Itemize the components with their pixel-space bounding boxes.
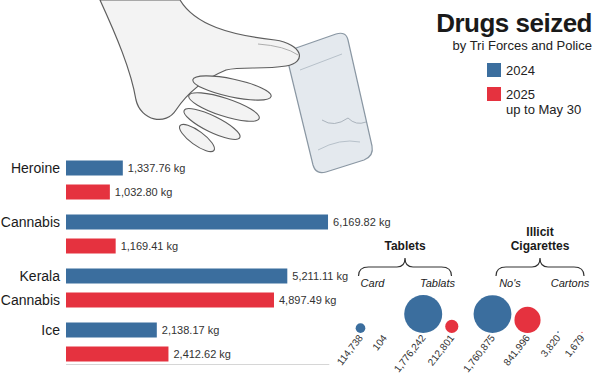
bag-crease — [322, 118, 366, 124]
bar — [66, 347, 168, 362]
category-label-line: Cannabis — [1, 292, 60, 308]
group-title-line: Cigarettes — [511, 239, 570, 253]
legend-swatch — [487, 63, 501, 77]
legend-label: 2025up to May 30 — [506, 87, 581, 117]
bar — [66, 239, 116, 254]
data-label: 2,412.62 kg — [173, 348, 231, 360]
legend-label: 2024 — [506, 63, 535, 78]
data-label: 212,801 — [425, 332, 456, 368]
bubble — [384, 332, 385, 333]
data-label: 1,760,875 — [461, 332, 497, 374]
category-label: Ice — [41, 322, 60, 338]
legend-label-line: 2024 — [506, 63, 535, 78]
group-title: Tablets — [384, 239, 425, 253]
category-label: No's — [499, 277, 521, 289]
data-label: 1,679 — [562, 332, 586, 359]
legend-label-line: 2025 — [506, 87, 535, 102]
category-label-line: Heroine — [11, 160, 60, 176]
category-label: Tablats — [420, 277, 456, 289]
data-label: 114,738 — [335, 332, 366, 367]
group-title-line: Tablets — [384, 239, 425, 253]
bubble — [581, 332, 582, 333]
bubble — [445, 320, 458, 333]
bubble-group — [474, 295, 583, 333]
category-label-line: Cannabis — [1, 214, 60, 230]
thumb-line — [258, 44, 298, 55]
brace — [359, 258, 452, 276]
category-label: Cartons — [551, 277, 590, 289]
category-label: Kerala Cannabis — [1, 268, 60, 308]
data-label: 3,820 — [538, 332, 562, 359]
title: Drugs seized — [436, 8, 592, 38]
category-label: Card — [361, 277, 386, 289]
category-label-line: Kerala — [20, 268, 61, 284]
group-title: IllicitCigarettes — [511, 225, 570, 253]
data-label: 104 — [370, 332, 389, 352]
subtitle: by Tri Forces and Police — [453, 38, 592, 53]
bar — [66, 269, 287, 284]
finger — [176, 120, 218, 156]
bar — [66, 185, 110, 200]
data-label: 4,897.49 kg — [279, 294, 337, 306]
x-axis — [66, 364, 329, 365]
data-label: 1,337.76 kg — [128, 162, 186, 174]
infographic: Drugs seizedby Tri Forces and Police 2024… — [0, 0, 600, 377]
data-label: 841,996 — [501, 332, 532, 368]
bag-fold — [300, 54, 360, 150]
bubble — [557, 331, 559, 333]
bubble — [474, 295, 512, 333]
legend-label-line: up to May 30 — [506, 102, 581, 117]
bubble — [356, 323, 366, 333]
bar — [66, 215, 328, 230]
bar — [66, 161, 123, 176]
plot-area — [66, 161, 328, 362]
legend: 2024 2025up to May 30 — [487, 63, 581, 117]
data-label: 2,138.17 kg — [162, 324, 220, 336]
bar — [66, 323, 157, 338]
category-label-line: Ice — [41, 322, 60, 338]
data-label: 1,032.80 kg — [115, 186, 173, 198]
data-label: 5,211.11 kg — [292, 270, 348, 282]
brace — [496, 258, 584, 276]
hand-illustration — [100, 0, 372, 173]
category-label: Heroine — [11, 160, 60, 176]
data-label: 1,169.41 kg — [121, 240, 179, 252]
bubble — [404, 295, 442, 333]
data-label: 6,169.82 kg — [333, 216, 391, 228]
category-label: Cannabis — [1, 214, 60, 230]
legend-swatch — [487, 87, 501, 101]
bubble — [514, 307, 540, 333]
data-label: 1,776,242 — [392, 332, 428, 374]
group-title-line: Illicit — [526, 225, 553, 239]
bag — [288, 33, 373, 172]
bubble-group — [356, 295, 459, 333]
bar — [66, 293, 274, 308]
